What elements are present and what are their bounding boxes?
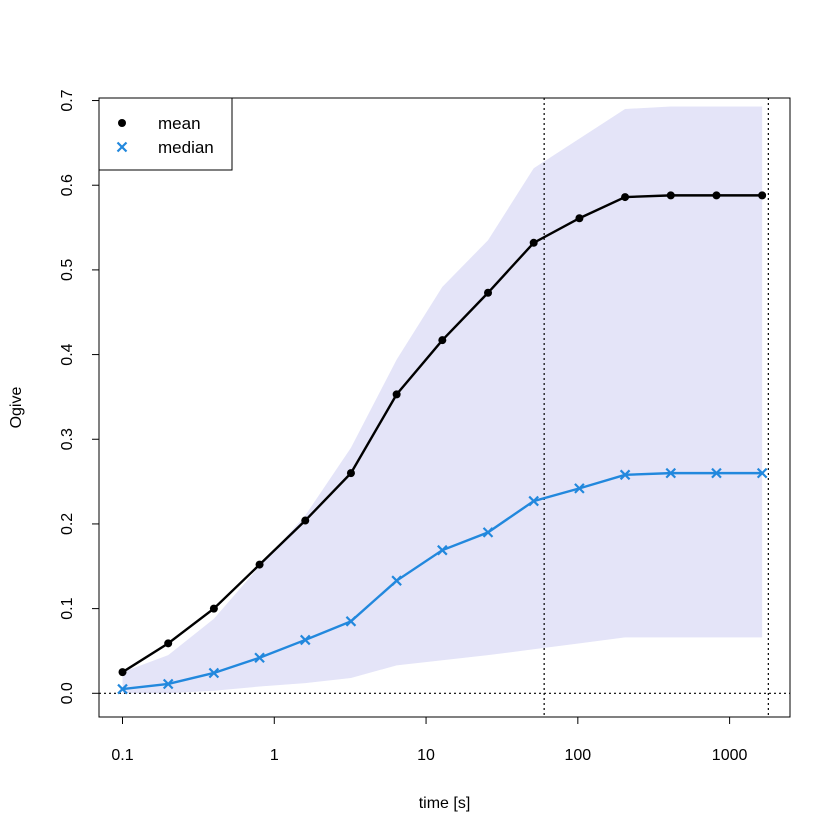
x-tick-label: 10 xyxy=(417,747,435,764)
x-axis-title: time [s] xyxy=(419,795,471,812)
marker-stroke xyxy=(299,634,311,646)
data-point-median xyxy=(574,483,585,494)
marker-stroke xyxy=(345,616,357,627)
y-tick-label: 0.1 xyxy=(59,597,76,619)
x-tick-label: 1000 xyxy=(712,747,748,764)
legend-box xyxy=(98,97,233,171)
data-point-median xyxy=(299,634,311,646)
data-point-mean xyxy=(346,469,355,478)
confidence-band xyxy=(122,106,763,694)
marker-stroke xyxy=(391,575,402,586)
legend-median-label: median xyxy=(158,138,214,157)
data-point-mean xyxy=(255,560,264,569)
x-tick-label: 0.1 xyxy=(111,747,133,764)
marker-stroke xyxy=(117,683,128,695)
x-tick-label: 100 xyxy=(564,747,591,764)
data-point-median xyxy=(208,667,220,679)
marker-stroke xyxy=(116,141,128,153)
x-axis: 0.1 1 10 100 1000 xyxy=(111,716,748,764)
y-tick-label: 0.2 xyxy=(59,513,76,535)
data-point-mean xyxy=(118,668,127,677)
marker-stroke xyxy=(437,544,448,556)
series-mean xyxy=(118,191,767,677)
marker-stroke xyxy=(756,467,768,479)
data-point-mean xyxy=(758,191,767,200)
data-point-mean xyxy=(392,390,401,399)
marker-stroke xyxy=(619,469,631,481)
y-tick-label: 0.7 xyxy=(59,89,76,111)
series-layer xyxy=(117,191,768,695)
data-point-mean xyxy=(621,193,630,202)
data-point-mean xyxy=(529,238,538,247)
y-tick-label: 0.6 xyxy=(59,174,76,196)
data-point-median xyxy=(345,616,357,627)
y-axis: 0.0 0.1 0.2 0.3 0.4 0.5 0.6 0.7 xyxy=(59,89,100,704)
marker-stroke xyxy=(711,467,722,479)
data-point-median xyxy=(711,467,722,479)
marker-stroke xyxy=(254,652,265,664)
data-point-median xyxy=(756,467,768,479)
data-point-median xyxy=(254,652,265,664)
marker-stroke xyxy=(208,667,220,679)
data-point-median xyxy=(437,544,448,556)
data-point-mean xyxy=(209,604,218,613)
data-point-median xyxy=(619,469,631,481)
y-tick-label: 0.4 xyxy=(59,343,76,365)
y-tick-label: 0.5 xyxy=(59,259,76,281)
data-point-median xyxy=(482,527,494,538)
marker-stroke xyxy=(665,467,677,479)
data-point-median xyxy=(391,575,402,586)
y-tick-label: 0.3 xyxy=(59,428,76,450)
data-point-mean xyxy=(666,191,675,200)
marker-stroke xyxy=(574,483,585,494)
legend-mean-marker xyxy=(118,119,126,127)
marker-stroke xyxy=(482,527,494,538)
data-point-mean xyxy=(164,639,173,648)
data-point-mean xyxy=(712,191,721,200)
data-point-median xyxy=(665,467,677,479)
data-point-median xyxy=(162,678,174,690)
data-point-mean xyxy=(575,214,584,223)
y-axis-title: Ogive xyxy=(8,387,25,429)
data-point-mean xyxy=(301,516,310,525)
marker-stroke xyxy=(162,678,174,690)
data-point-mean xyxy=(484,288,493,297)
reference-lines-layer xyxy=(99,98,790,717)
legend-marker-median xyxy=(116,141,128,153)
data-point-median xyxy=(117,683,128,695)
marker-stroke xyxy=(528,495,539,507)
data-point-mean xyxy=(438,336,447,345)
legend-marker-mean xyxy=(118,119,126,127)
y-tick-label: 0.0 xyxy=(59,682,76,704)
data-point-median xyxy=(528,495,539,507)
legend: mean median xyxy=(98,97,233,171)
x-tick-label: 1 xyxy=(270,747,279,764)
confidence-band-layer xyxy=(122,106,763,694)
series-median xyxy=(117,467,768,695)
legend-mean-label: mean xyxy=(158,114,201,133)
legend-median-marker xyxy=(116,141,128,153)
